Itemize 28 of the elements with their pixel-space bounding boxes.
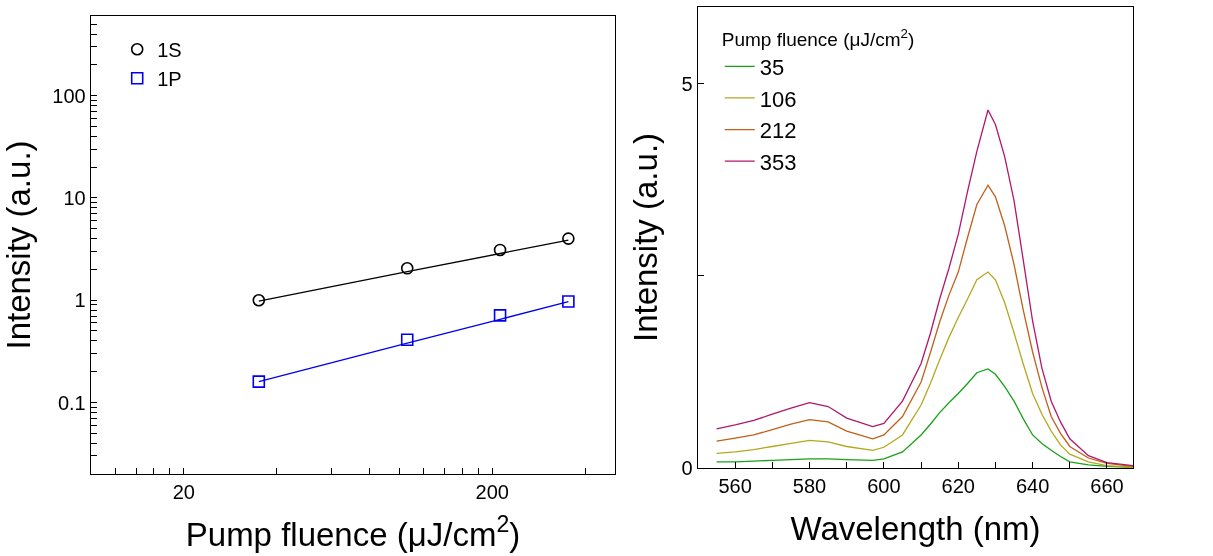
x-tick-label: 560 xyxy=(718,475,752,498)
y-axis-title: Intensity (a.u.) xyxy=(626,132,664,343)
line-series xyxy=(715,184,1133,468)
x-axis-title: Wavelength (nm) xyxy=(790,509,1041,547)
y-tick-label: 0 xyxy=(681,457,693,479)
y-tick-label: 1 xyxy=(74,289,86,312)
legend-label: 1P xyxy=(157,68,182,91)
y-axis-title: Intensity (a.u.) xyxy=(0,140,37,350)
legend-title: Pump fluence (μJ/cm$^{2}$) xyxy=(721,25,915,50)
y-tick-label: 0.1 xyxy=(57,391,86,414)
line-series xyxy=(715,109,1133,467)
x-tick-label: 600 xyxy=(867,475,901,498)
y-tick-label: 5 xyxy=(681,72,693,95)
x-tick-label: 200 xyxy=(475,481,509,504)
x-tick-label: 580 xyxy=(792,475,827,498)
legend-label: 1S xyxy=(157,39,182,62)
legend-label: 212 xyxy=(759,118,797,144)
line-series xyxy=(715,271,1133,468)
legend-label: 353 xyxy=(759,149,797,175)
x-tick-label: 620 xyxy=(941,475,975,498)
x-tick-label: 660 xyxy=(1090,475,1124,498)
legend-label: 106 xyxy=(759,86,797,112)
legend-label: 35 xyxy=(759,54,785,80)
x-tick-label: 640 xyxy=(1015,475,1050,498)
x-tick-label: 20 xyxy=(172,481,195,504)
y-tick-label: 10 xyxy=(63,186,86,209)
x-axis-title: Pump fluence (μJ/cm$^{2}$) xyxy=(185,510,521,553)
y-tick-label: 100 xyxy=(52,84,86,107)
